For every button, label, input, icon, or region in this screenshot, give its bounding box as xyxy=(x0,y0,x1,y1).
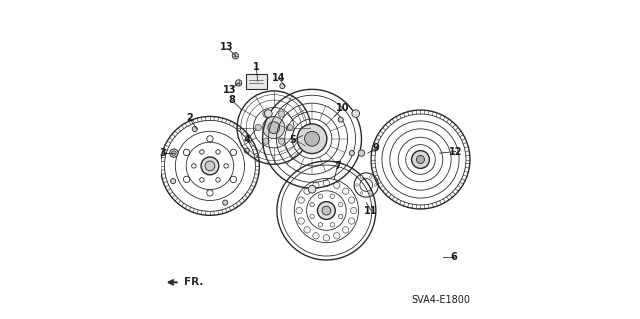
Circle shape xyxy=(333,233,340,239)
Text: 8: 8 xyxy=(229,95,236,106)
Circle shape xyxy=(339,214,343,219)
Circle shape xyxy=(374,184,377,186)
Circle shape xyxy=(205,161,215,171)
Text: 3: 3 xyxy=(159,148,166,158)
Text: 6: 6 xyxy=(451,252,458,262)
Circle shape xyxy=(313,182,319,189)
Circle shape xyxy=(232,53,239,59)
Circle shape xyxy=(280,84,285,89)
Circle shape xyxy=(417,155,424,164)
Circle shape xyxy=(296,207,302,214)
Circle shape xyxy=(297,124,327,154)
Circle shape xyxy=(333,182,340,189)
Circle shape xyxy=(308,185,316,193)
Circle shape xyxy=(263,111,269,117)
Circle shape xyxy=(286,124,292,131)
Circle shape xyxy=(192,127,197,132)
Text: 11: 11 xyxy=(364,205,378,216)
Circle shape xyxy=(352,110,360,117)
Circle shape xyxy=(298,197,305,203)
Circle shape xyxy=(268,122,280,133)
Circle shape xyxy=(317,202,335,219)
Circle shape xyxy=(412,151,429,168)
Circle shape xyxy=(201,157,219,175)
Circle shape xyxy=(310,202,314,207)
Text: 5: 5 xyxy=(289,135,296,145)
Circle shape xyxy=(370,192,372,194)
Text: 12: 12 xyxy=(449,146,462,157)
Text: 2: 2 xyxy=(186,113,193,123)
Text: 7: 7 xyxy=(334,161,341,171)
Text: 1: 1 xyxy=(253,62,260,72)
Circle shape xyxy=(370,176,372,178)
Circle shape xyxy=(360,176,363,178)
Circle shape xyxy=(356,184,358,186)
Circle shape xyxy=(304,188,310,194)
Circle shape xyxy=(244,148,249,153)
Circle shape xyxy=(255,124,261,131)
Circle shape xyxy=(348,197,355,203)
Circle shape xyxy=(171,179,176,184)
Circle shape xyxy=(278,111,285,117)
Circle shape xyxy=(323,180,330,186)
Text: 13: 13 xyxy=(223,85,237,95)
Circle shape xyxy=(263,138,269,144)
Circle shape xyxy=(348,218,355,224)
Circle shape xyxy=(305,131,319,146)
Text: 10: 10 xyxy=(335,103,349,114)
Circle shape xyxy=(323,235,330,241)
Circle shape xyxy=(360,192,363,194)
Text: 4: 4 xyxy=(243,135,250,145)
Circle shape xyxy=(304,227,310,233)
Circle shape xyxy=(298,218,305,224)
Circle shape xyxy=(263,116,285,138)
Circle shape xyxy=(351,207,357,214)
Circle shape xyxy=(322,206,331,215)
Circle shape xyxy=(318,194,323,198)
Text: SVA4-E1800: SVA4-E1800 xyxy=(412,295,471,305)
Circle shape xyxy=(339,202,343,207)
Text: 13: 13 xyxy=(220,42,234,52)
Text: 9: 9 xyxy=(372,143,380,153)
Circle shape xyxy=(313,233,319,239)
Circle shape xyxy=(310,214,314,219)
Text: FR.: FR. xyxy=(184,277,204,287)
Text: 14: 14 xyxy=(272,73,285,83)
Circle shape xyxy=(338,117,343,122)
Circle shape xyxy=(264,110,272,117)
Circle shape xyxy=(223,200,228,205)
Circle shape xyxy=(278,138,285,144)
Circle shape xyxy=(330,223,335,227)
Circle shape xyxy=(172,151,176,155)
Circle shape xyxy=(349,151,355,156)
Circle shape xyxy=(358,150,365,156)
Bar xyxy=(246,74,267,88)
Circle shape xyxy=(236,80,242,86)
Circle shape xyxy=(330,194,335,198)
Circle shape xyxy=(318,223,323,227)
Circle shape xyxy=(342,227,349,233)
Circle shape xyxy=(342,188,349,194)
Circle shape xyxy=(170,149,178,157)
